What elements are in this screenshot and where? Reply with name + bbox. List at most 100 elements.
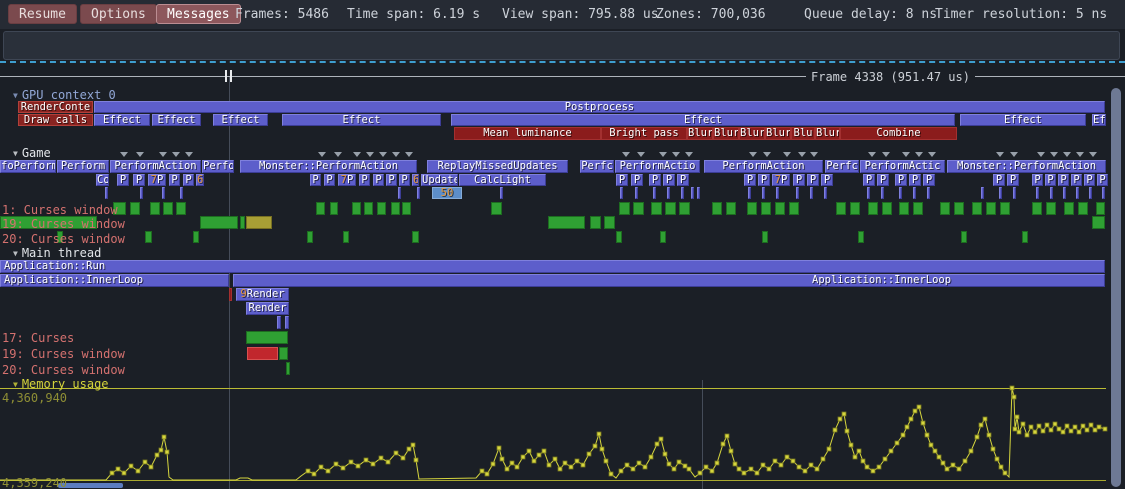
timeline-zone[interactable]: Blur [765, 127, 791, 140]
timeline-zone[interactable] [761, 202, 771, 215]
timeline-zone[interactable] [1064, 202, 1074, 215]
timeline-zone[interactable] [316, 202, 325, 215]
timeline-zone[interactable] [307, 231, 313, 243]
timeline-zone[interactable] [193, 231, 199, 243]
timeline-zone[interactable] [1036, 187, 1039, 199]
timeline-zone[interactable]: ReplayMissedUpdates [427, 160, 568, 173]
timeline-zone[interactable]: Blur [713, 127, 739, 140]
timeline-zone[interactable] [616, 231, 622, 243]
message-marker-icon[interactable] [136, 152, 144, 157]
timeline-zone[interactable]: Ef [1092, 114, 1106, 126]
timeline-zone[interactable]: Application::InnerLoop [233, 274, 1105, 287]
timeline-zone[interactable] [789, 202, 799, 215]
timeline-zone[interactable]: P [1084, 174, 1095, 186]
timeline-zone[interactable] [619, 202, 630, 215]
timeline-zone[interactable] [633, 202, 644, 215]
timeline-zone[interactable]: P [744, 174, 756, 186]
horizontal-scrollbar[interactable] [58, 483, 123, 488]
timeline-zone[interactable] [858, 231, 864, 243]
timeline-zone[interactable] [343, 231, 349, 243]
timeline-zone[interactable] [824, 187, 827, 199]
timeline-zone[interactable] [277, 316, 281, 329]
timeline-zone[interactable] [491, 202, 502, 215]
timeline-zone[interactable]: Postprocess [94, 101, 1105, 113]
timeline-zone[interactable]: P [1032, 174, 1043, 186]
timeline-zone[interactable]: PerformActic [860, 160, 945, 173]
timeline-zone[interactable] [286, 362, 290, 375]
timeline-zone[interactable]: P [169, 174, 180, 186]
timeline-zone[interactable] [660, 231, 666, 243]
message-marker-icon[interactable] [405, 152, 413, 157]
timeline-zone[interactable] [1076, 187, 1079, 199]
timeline-zone[interactable]: 7P [772, 174, 790, 186]
timeline-zone[interactable] [726, 202, 736, 215]
timeline-zone[interactable] [0, 216, 97, 229]
message-marker-icon[interactable] [1089, 152, 1097, 157]
timeline-zone[interactable] [954, 202, 964, 215]
timeline-zone[interactable] [927, 187, 930, 199]
timeline-zone[interactable]: Perform [57, 160, 109, 173]
timeline-zone[interactable]: Perfc [580, 160, 614, 173]
message-marker-icon[interactable] [996, 152, 1004, 157]
message-marker-icon[interactable] [172, 152, 180, 157]
timeline-zone[interactable] [653, 187, 656, 199]
timeline-zone[interactable]: Monster::PerformAction [240, 160, 417, 173]
timeline-zone[interactable] [1102, 187, 1105, 199]
timeline-zone[interactable]: Application::Run [0, 260, 1105, 273]
timeline-zone[interactable] [899, 187, 902, 199]
thread-label[interactable]: 19: Curses window [2, 217, 125, 231]
timeline-zone[interactable]: Perfo [202, 160, 234, 173]
timeline-zone[interactable]: Update [421, 174, 458, 186]
timeline-zone[interactable] [1032, 202, 1042, 215]
timeline-zone[interactable] [246, 331, 288, 344]
timeline-zone[interactable] [635, 187, 638, 199]
frame-overview-strip[interactable] [3, 31, 1120, 60]
timeline-zone[interactable]: Blur [815, 127, 840, 140]
timeline-zone[interactable]: Effect [213, 114, 268, 126]
message-marker-icon[interactable] [928, 152, 936, 157]
timeline-zone[interactable]: Draw calls [18, 114, 93, 126]
timeline-zone[interactable]: 6 [412, 174, 419, 186]
message-marker-icon[interactable] [392, 152, 400, 157]
vertical-scrollbar[interactable] [1111, 88, 1121, 487]
timeline-zone[interactable]: P [324, 174, 335, 186]
timeline-zone[interactable] [1089, 187, 1092, 199]
thread-label[interactable]: 20: Curses window [2, 232, 125, 246]
thread-label[interactable]: 17: Curses [2, 331, 75, 345]
timeline-zone[interactable]: 7P [338, 174, 356, 186]
timeline-zone[interactable]: PerformAction [110, 160, 201, 173]
section-label-game[interactable]: ▼ Game [13, 146, 51, 160]
timeline-zone[interactable]: Blu [791, 127, 815, 140]
timeline-zone[interactable]: RenderConte [18, 101, 93, 113]
timeline-zone[interactable]: Application::InnerLoop [0, 274, 229, 287]
collapse-triangle-icon[interactable]: ▼ [13, 380, 18, 389]
timeline-zone[interactable] [940, 202, 950, 215]
section-label-gpu-context[interactable]: ▼ GPU context 0 [13, 88, 116, 102]
timeline-zone[interactable]: Bright pass [601, 127, 687, 140]
timeline-zone[interactable] [150, 202, 160, 215]
timeline-zone[interactable]: P [373, 174, 384, 186]
section-label-main-thread[interactable]: ▼ Main thread [13, 246, 102, 260]
timeline-zone[interactable]: P [1058, 174, 1069, 186]
timeline-zone[interactable] [681, 187, 684, 199]
timeline-zone[interactable] [1000, 202, 1010, 215]
timeline-zone[interactable] [180, 187, 183, 199]
thread-label[interactable]: 20: Curses window [2, 363, 125, 377]
message-marker-icon[interactable] [318, 152, 326, 157]
message-marker-icon[interactable] [685, 152, 693, 157]
timeline-zone[interactable] [364, 202, 373, 215]
timeline-zone[interactable]: P [923, 174, 935, 186]
timeline-zone[interactable] [899, 202, 909, 215]
timeline-zone[interactable]: CalcLight [459, 174, 546, 186]
timeline-zone[interactable] [691, 187, 694, 199]
message-marker-icon[interactable] [1037, 152, 1045, 157]
timeline-zone[interactable] [604, 216, 615, 229]
message-marker-icon[interactable] [902, 152, 910, 157]
timeline-zone[interactable] [176, 202, 186, 215]
timeline-zone[interactable]: P [649, 174, 661, 186]
timeline-zone[interactable] [548, 216, 585, 229]
timeline-zone[interactable] [1096, 202, 1105, 215]
timeline-zone[interactable] [105, 187, 108, 199]
timeline-zone[interactable]: P [993, 174, 1005, 186]
timeline-zone[interactable]: P [183, 174, 194, 186]
